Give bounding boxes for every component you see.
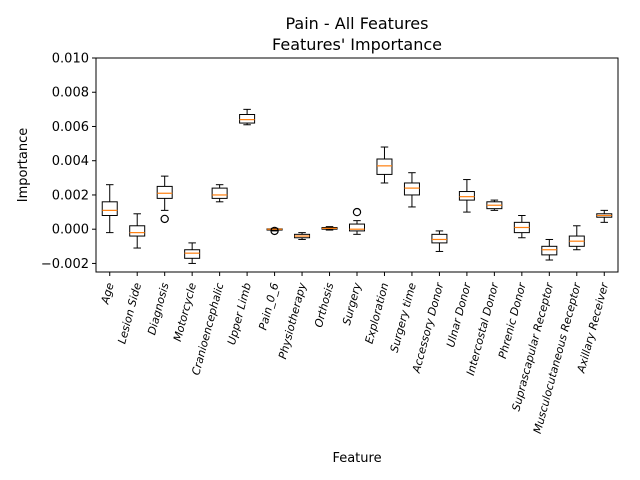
y-tick-label: 0.002 <box>52 188 89 203</box>
y-axis-label: Importance <box>16 128 31 203</box>
x-tick-label: Ulnar Donor <box>444 280 474 349</box>
outlier-point <box>352 207 362 217</box>
box-motorcycle <box>184 242 201 264</box>
box-body <box>239 113 256 124</box>
box-musculocutaneous-receptor <box>568 225 585 251</box>
outlier-point <box>160 214 169 224</box>
box-intercostal-donor <box>486 199 503 211</box>
plot-frame <box>95 57 619 273</box>
chart-title-line1: Pain - All Features <box>286 14 429 33</box>
box-physiotherapy <box>294 232 311 240</box>
x-tick-label: Lesion Side <box>115 281 144 345</box>
x-tick-label: Motorcycle <box>171 281 199 343</box>
box-pain-0-6 <box>266 226 283 236</box>
x-tick-label: Upper Limb <box>225 281 254 346</box>
box-body <box>101 201 118 217</box>
plot-area <box>101 108 613 264</box>
box-body <box>458 191 475 201</box>
box-age <box>101 184 118 234</box>
box-ulnar-donor <box>458 179 475 213</box>
x-tick-label: Physiotherapy <box>276 281 309 361</box>
x-tick-label: Exploration <box>363 281 392 345</box>
box-axillary-receiver <box>596 209 613 223</box>
box-exploration <box>376 146 393 184</box>
chart-title-line2: Features' Importance <box>272 35 442 54</box>
box-body <box>156 185 173 199</box>
x-tick-label: Surgery time <box>388 281 419 354</box>
x-tick-label: Surgery <box>340 281 364 327</box>
y-tick-label: −0.002 <box>41 257 89 272</box>
box-diagnosis <box>156 175 173 224</box>
x-axis-label: Feature <box>332 451 381 466</box>
box-surgery-time <box>403 172 420 208</box>
x-tick-label: Pain_0_6 <box>256 281 281 331</box>
y-tick-label: 0.008 <box>52 86 89 101</box>
box-body <box>376 158 393 175</box>
box-orthosis <box>321 226 338 231</box>
x-tick-label: Orthosis <box>312 281 336 329</box>
box-body <box>129 225 146 237</box>
box-body <box>349 223 365 232</box>
y-tick-label: 0.010 <box>52 52 89 67</box>
box-phrenic-donor <box>513 215 530 239</box>
box-lesion-side <box>129 213 146 249</box>
y-tick-label: 0.004 <box>52 154 89 169</box>
box-cranioencephalic <box>211 184 228 203</box>
box-body <box>184 249 201 259</box>
box-accessory-donor <box>431 230 448 252</box>
y-tick-label: 0.006 <box>52 120 89 135</box>
box-body <box>541 245 558 256</box>
x-tick-label: Diagnosis <box>145 281 171 336</box>
box-upper-limb <box>239 108 256 126</box>
y-tick-label: 0.000 <box>52 223 89 238</box>
box-body <box>403 182 420 196</box>
box-surgery <box>349 207 365 235</box>
outlier-point <box>270 226 279 236</box>
x-tick-label: Age <box>98 281 116 306</box>
box-body <box>211 187 228 199</box>
box-body <box>431 233 448 244</box>
box-suprascapular-receptor <box>541 238 558 261</box>
x-tick-label: Phrenic Donor <box>496 280 529 360</box>
